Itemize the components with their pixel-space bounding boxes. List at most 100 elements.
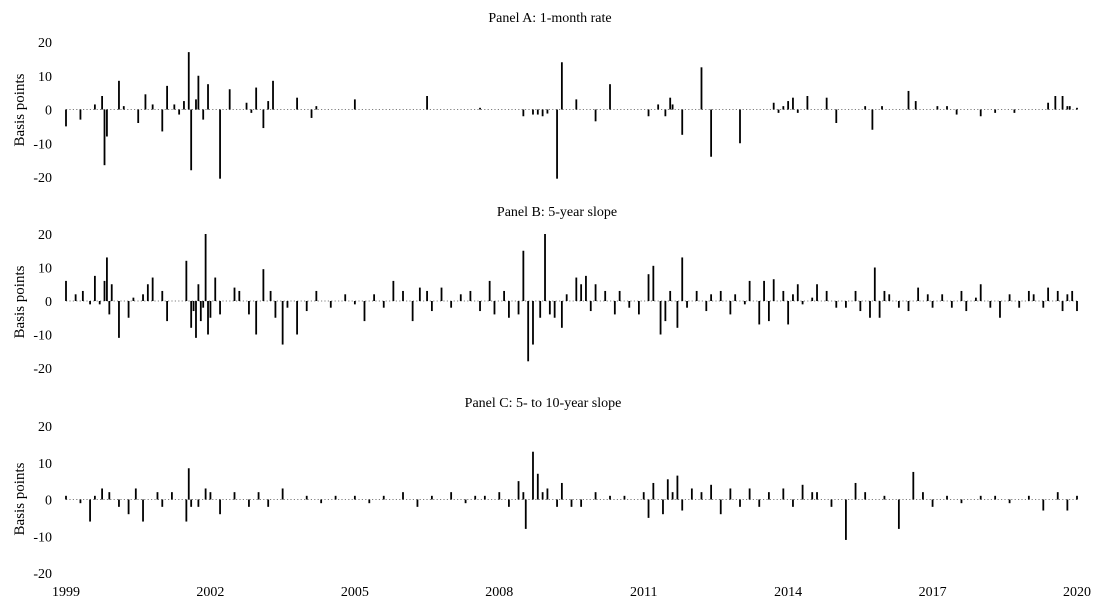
panel-b-bar (796, 284, 799, 301)
panel-b-bar (214, 277, 217, 301)
panel-c-bar (570, 499, 573, 507)
panel-a-bar (946, 106, 948, 110)
panel-b-bar (859, 301, 862, 312)
panel-a-bar (65, 109, 67, 127)
panel-b-bar (897, 301, 900, 308)
panel-a-bar (647, 109, 650, 117)
panel-b-bar (305, 301, 308, 312)
panel-c-bar (560, 482, 563, 500)
panel-a-bar (118, 80, 120, 110)
panel-c-bar (483, 495, 486, 500)
panel-a-bar (228, 89, 231, 110)
panel-b-bar (142, 294, 144, 301)
panel-b-bar (195, 301, 197, 338)
panel-b-bar (197, 284, 200, 301)
panel-c-bar (187, 468, 190, 500)
x-tick-label: 2014 (774, 585, 802, 600)
panel-a-bar (907, 90, 910, 110)
panel-a-bar (657, 104, 660, 110)
panel-c-bar (161, 499, 164, 507)
panel-c-bar (450, 492, 453, 500)
panel-c-bar (248, 499, 250, 507)
panel-b-bar (681, 257, 684, 301)
panel-a-bar (151, 104, 154, 110)
panel-b-bar (127, 301, 130, 318)
panel-a-bar (255, 87, 258, 110)
panel-b-bar (917, 287, 920, 301)
panel-b-bar (508, 301, 510, 318)
panel-b-bar (192, 301, 195, 312)
panel-c-bar (171, 492, 173, 500)
panel-b-bar (772, 279, 775, 301)
panel-c-bar (883, 495, 886, 500)
panel-a-bar (681, 109, 684, 135)
panel-c-bar (65, 495, 67, 500)
panel-a-bar (245, 102, 248, 110)
panel-b-bar (219, 301, 221, 315)
panel-b-y-axis-label: Basis points (12, 265, 28, 338)
panel-c-bar (320, 499, 323, 504)
panel-a-bar (664, 109, 667, 117)
panel-b-bar (845, 301, 847, 308)
panel-b-bar (209, 301, 212, 318)
panel-a-bar (479, 107, 481, 110)
panel-c-bar (541, 492, 544, 500)
panel-b-bar (618, 290, 621, 301)
x-axis: 1999 2002 2005 2008 2011 2014 2017 2020 (52, 585, 1091, 600)
panel-b-bar (185, 260, 188, 301)
panel-b-y-tick-label: -20 (33, 362, 52, 377)
panel-b-bar (503, 290, 505, 301)
panel-a-bar (267, 101, 270, 110)
panel-a-bar (777, 109, 780, 113)
panel-b-bar (979, 284, 982, 301)
panel-b-bar (281, 301, 284, 345)
panel-c-bar (185, 499, 188, 522)
panel-c-y-tick-label: 0 (45, 494, 52, 509)
panel-b-bar (975, 297, 977, 301)
panel-b-bar (816, 284, 818, 301)
panel-a-bar (979, 109, 982, 117)
panel-b-bar (363, 301, 366, 322)
panel-c-bar (464, 499, 467, 504)
panel-a-bar (101, 96, 104, 110)
panel-b-bar (161, 290, 164, 301)
panel-c-bar (830, 499, 833, 507)
panel-a-bar (79, 109, 82, 120)
panel-b-bar (207, 301, 209, 335)
panel-a-bar (864, 106, 867, 110)
panel-c-bar (209, 492, 212, 500)
panel-b-bar (132, 297, 135, 301)
panel-a-y-tick-label: -10 (33, 137, 52, 152)
panel-c-bar (609, 495, 611, 500)
panel-b-bar (190, 301, 193, 328)
panel-b-bar (825, 290, 828, 301)
panel-b-bar (89, 301, 91, 305)
panel-c-bar (642, 492, 645, 500)
panel-b-bar (522, 250, 525, 301)
panel-a-y-axis-label: Basis points (12, 73, 28, 146)
panel-c-bar (156, 492, 159, 500)
panel-b-bar (926, 294, 929, 301)
panel-b-bar (999, 301, 1001, 318)
panel-b-bar (811, 297, 814, 301)
panel-b-bar (296, 301, 298, 335)
panel-b-bar (589, 301, 592, 312)
panel-c-bar (811, 492, 814, 500)
panel-c-bar (1066, 499, 1069, 511)
panel-b-bar (202, 301, 205, 308)
panel-b-bar (93, 275, 96, 301)
panel-c-bar (792, 499, 794, 507)
panel-b-bar (1042, 301, 1045, 308)
panel-a-bar (994, 109, 997, 113)
panel-c-bar (190, 499, 193, 507)
panel-c-title: Panel C: 5- to 10-year slope (465, 396, 622, 411)
panel-a-bar (106, 109, 108, 137)
panel-a: Panel A: 1-month rate Basis points 20 10 0… (12, 11, 1078, 186)
panel-b-bar (108, 301, 111, 315)
panel-c-bar (748, 488, 751, 500)
panel-a-bar (669, 97, 672, 110)
panel-a-bar (426, 96, 428, 110)
panel-a-bar (936, 106, 939, 110)
panel-b-bar (950, 301, 953, 308)
panel-b-bar (204, 234, 207, 301)
